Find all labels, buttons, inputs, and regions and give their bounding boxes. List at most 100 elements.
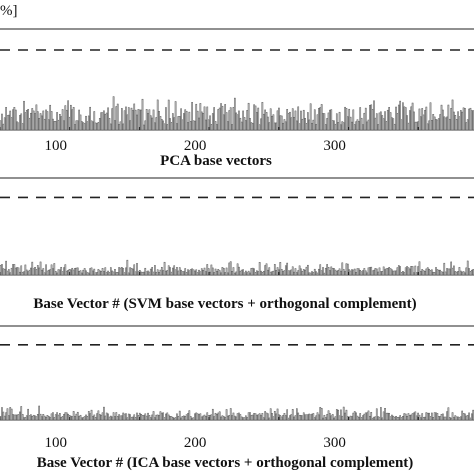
bar: [261, 102, 264, 131]
bar: [199, 103, 202, 131]
bar: [391, 414, 393, 421]
bar: [302, 412, 305, 421]
bar: [319, 407, 322, 421]
bar: [371, 109, 374, 131]
bar: [41, 115, 43, 131]
bar: [453, 417, 455, 421]
x-tick-label: 300: [323, 435, 346, 451]
bar: [122, 412, 125, 421]
bar: [436, 269, 439, 276]
bar: [222, 416, 225, 421]
bar: [313, 417, 316, 421]
bar: [5, 260, 7, 276]
bar: [340, 409, 342, 421]
bar: [93, 111, 96, 131]
bar: [360, 271, 363, 276]
bar: [393, 270, 396, 276]
bar: [163, 123, 166, 131]
bar: [468, 268, 470, 276]
bar: [132, 110, 134, 131]
bar: [24, 112, 27, 131]
bar: [444, 271, 447, 276]
bar: [404, 267, 407, 276]
bar: [395, 415, 397, 421]
bar: [166, 412, 169, 421]
bar: [125, 413, 127, 421]
bar: [391, 269, 393, 276]
bar: [362, 270, 364, 276]
bar: [290, 269, 293, 276]
bar: [384, 111, 386, 131]
bar: [457, 416, 459, 421]
bar: [165, 270, 167, 276]
bar: [27, 109, 29, 131]
bar: [411, 413, 414, 421]
bar: [27, 271, 29, 276]
bar: [375, 113, 378, 131]
bar: [8, 415, 10, 421]
bar: [156, 99, 159, 131]
bar: [283, 413, 286, 421]
bar: [50, 264, 53, 276]
bar: [205, 416, 207, 421]
bar: [284, 121, 287, 131]
bar: [304, 414, 306, 421]
bar: [470, 413, 473, 421]
bar: [6, 270, 9, 276]
bar: [418, 108, 421, 131]
bar: [308, 272, 311, 276]
bar: [213, 272, 216, 276]
bar: [407, 267, 410, 276]
bar: [435, 267, 437, 276]
bar: [177, 415, 180, 421]
bar: [107, 270, 109, 276]
bar: [9, 110, 12, 131]
bar: [374, 416, 377, 421]
bar: [378, 267, 381, 276]
bar: [264, 109, 266, 131]
bar: [333, 417, 335, 421]
bar: [49, 269, 52, 276]
bar: [307, 414, 309, 421]
x-tick-label: 200: [184, 138, 207, 154]
bar: [53, 417, 56, 421]
bar: [247, 102, 250, 131]
bar: [82, 269, 85, 276]
bar: [78, 271, 80, 276]
bar: [222, 114, 225, 131]
bar: [313, 109, 316, 131]
bar: [429, 102, 432, 131]
bar: [298, 414, 301, 421]
bar: [461, 111, 464, 131]
bar: [192, 417, 195, 421]
bar: [378, 416, 381, 421]
bar: [458, 417, 461, 421]
bar: [290, 117, 293, 131]
bar: [119, 267, 122, 276]
bar: [214, 121, 217, 131]
bar: [96, 413, 98, 421]
bar: [221, 267, 224, 276]
bar: [318, 108, 320, 131]
bar: [214, 268, 217, 276]
bar: [433, 116, 436, 131]
bar: [454, 415, 457, 421]
bar: [373, 416, 375, 421]
bar: [213, 416, 216, 421]
bar: [216, 271, 218, 276]
bar: [326, 264, 328, 276]
bar: [5, 412, 7, 421]
bar: [93, 414, 96, 421]
bar: [256, 414, 258, 421]
bar: [404, 413, 407, 421]
bar: [206, 264, 209, 276]
bar: [181, 271, 184, 276]
bar: [337, 122, 340, 131]
bar: [268, 267, 271, 276]
bar: [185, 272, 188, 276]
bar: [220, 272, 222, 276]
bar: [181, 119, 184, 131]
bar: [205, 119, 207, 131]
bar: [86, 415, 89, 421]
bar: [170, 122, 173, 131]
